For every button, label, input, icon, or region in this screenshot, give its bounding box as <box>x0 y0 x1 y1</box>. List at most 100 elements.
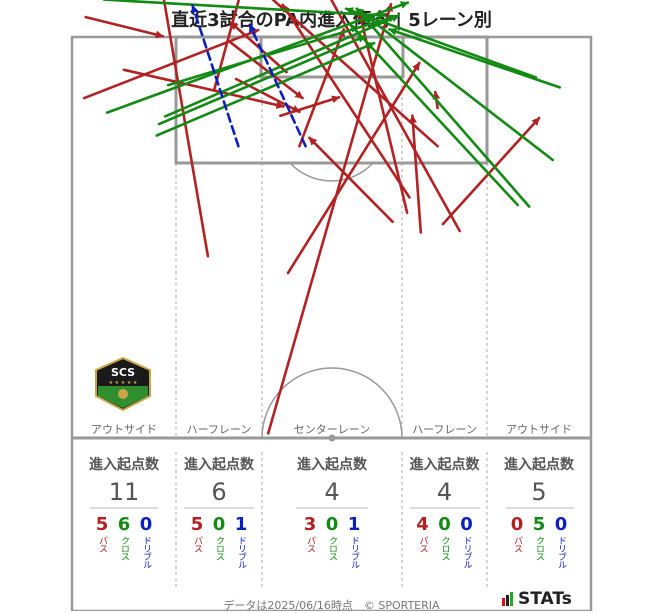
cross-count: 0 <box>325 514 339 535</box>
dribble-count: 1 <box>347 514 361 535</box>
pass-arrow <box>122 68 285 109</box>
pass-count: 5 <box>190 514 204 535</box>
pass-label: パス <box>97 536 107 552</box>
lane-1-total: 11 <box>108 478 140 506</box>
cross-count-cell: 5 クロス <box>531 515 547 568</box>
dribble-arrow <box>248 23 307 148</box>
cross-label: クロス <box>119 536 129 560</box>
pass-arrow <box>264 0 439 148</box>
cross-count: 0 <box>212 514 226 535</box>
dribble-count-cell: 1 ドリブル <box>233 514 249 569</box>
cross-arrow <box>163 14 401 118</box>
arrow-layer <box>82 0 562 435</box>
pass-count: 5 <box>95 514 109 535</box>
cross-arrow <box>361 14 531 208</box>
lane-5-breakdown: 0 パス 5 クロス 0 ドリブル <box>487 514 591 569</box>
lane-2-total: 6 <box>211 478 227 506</box>
lane-2-header: 進入起点数 <box>184 457 254 473</box>
pass-arrow <box>441 116 541 226</box>
pass-arrow <box>227 39 304 100</box>
svg-text:★ ★ ★ ★ ★: ★ ★ ★ ★ ★ <box>109 380 138 386</box>
lane-3-header: 進入起点数 <box>297 457 367 473</box>
cross-label: クロス <box>439 536 450 560</box>
pass-count: 4 <box>416 514 429 535</box>
dribble-count: 0 <box>460 514 473 535</box>
dribble-label: ドリブル <box>141 536 151 568</box>
pass-label: パス <box>512 536 522 552</box>
dribble-count-cell: 0 ドリブル <box>459 514 475 569</box>
pass-count: 3 <box>303 514 317 535</box>
lane-label-halfspace-left: ハーフレーン <box>186 423 252 436</box>
cross-count-cell: 0 クロス <box>324 515 340 568</box>
dribble-count-cell: 0 ドリブル <box>138 514 154 569</box>
center-spot <box>328 434 336 442</box>
pass-arrow <box>408 114 423 234</box>
cross-count: 6 <box>117 514 131 535</box>
pass-label: パス <box>305 536 315 552</box>
pass-count-cell: 5 パス <box>94 515 110 568</box>
cross-label: クロス <box>214 536 224 560</box>
pass-arrow <box>229 21 288 74</box>
pass-label: パス <box>417 536 428 552</box>
lane-label-outside-left: アウトサイド <box>91 423 157 436</box>
lane-5-total: 5 <box>531 478 547 506</box>
pass-label: パス <box>192 536 202 552</box>
lane-label-center: センターレーン <box>293 423 371 436</box>
pass-arrow <box>279 95 341 117</box>
lane-label-outside-right: アウトサイド <box>506 423 572 436</box>
cross-arrow <box>388 27 562 89</box>
dribble-label: ドリブル <box>236 536 246 568</box>
cross-arrow <box>344 7 538 79</box>
cross-arrow <box>102 0 387 20</box>
cross-count: 5 <box>532 514 546 535</box>
cross-count-cell: 0 クロス <box>211 515 227 568</box>
lane-label-halfspace-right: ハーフレーン <box>412 423 477 436</box>
lane-3-breakdown: 3 パス 0 クロス 1 ドリブル <box>262 514 402 569</box>
club-logo: SCS ★ ★ ★ ★ ★ <box>95 356 151 412</box>
cross-arrow <box>355 7 555 162</box>
footer-note: データは2025/06/16時点 © SPORTERIA <box>223 599 440 612</box>
lane-3-total: 4 <box>324 478 340 506</box>
center-circle <box>261 367 403 439</box>
dribble-count: 1 <box>234 514 248 535</box>
cross-arrow <box>155 41 376 137</box>
cross-label: クロス <box>327 536 337 560</box>
pass-count-cell: 0 パス <box>509 515 525 568</box>
cross-count: 0 <box>438 514 451 535</box>
dribble-label: ドリブル <box>349 536 359 568</box>
brand-text: STATs <box>518 589 572 609</box>
dribble-label: ドリブル <box>461 536 472 568</box>
lane-4-header: 進入起点数 <box>409 457 480 473</box>
cross-arrow <box>349 23 520 207</box>
cross-arrow <box>157 34 367 126</box>
dribble-arrow <box>190 4 240 148</box>
pass-arrow <box>308 136 394 224</box>
lane-1-header: 進入起点数 <box>89 457 159 473</box>
cross-label: クロス <box>534 536 544 560</box>
pass-arrow <box>84 15 165 39</box>
penalty-arc <box>289 162 374 182</box>
dribble-count-cell: 0 ドリブル <box>553 514 569 569</box>
cross-count-cell: 0 クロス <box>437 515 453 568</box>
logo-text: SCS <box>111 366 135 379</box>
lane-2-breakdown: 5 パス 0 クロス 1 ドリブル <box>176 514 262 569</box>
pass-arrow <box>266 2 393 435</box>
pass-count: 0 <box>510 514 524 535</box>
dribble-count-cell: 1 ドリブル <box>346 514 362 569</box>
pass-arrow <box>281 3 411 199</box>
pass-count-cell: 5 パス <box>189 515 205 568</box>
brand-logo: STATs <box>502 589 572 609</box>
pass-arrow <box>286 61 421 275</box>
dribble-count: 0 <box>554 514 568 535</box>
pass-arrow <box>234 77 301 114</box>
pass-count-cell: 3 パス <box>302 515 318 568</box>
cross-count-cell: 6 クロス <box>116 515 132 568</box>
lane-5-header: 進入起点数 <box>504 457 574 473</box>
pass-count-cell: 4 パス <box>415 515 431 568</box>
lane-4-breakdown: 4 パス 0 クロス 0 ドリブル <box>402 514 487 569</box>
dribble-label: ドリブル <box>556 536 566 568</box>
brand-mark-icon <box>502 592 514 606</box>
lane-1-breakdown: 5 パス 6 クロス 0 ドリブル <box>72 514 176 569</box>
dribble-count: 0 <box>139 514 153 535</box>
